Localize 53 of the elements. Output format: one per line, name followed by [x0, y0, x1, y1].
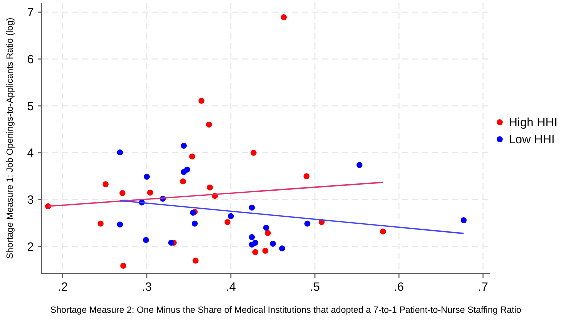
point	[192, 220, 198, 227]
y-tick-label: 6	[27, 52, 34, 66]
x-tick-label: .3	[142, 280, 152, 294]
point	[189, 154, 196, 160]
point	[304, 220, 311, 227]
y-tick-label: 7	[27, 6, 34, 20]
point	[206, 122, 212, 128]
point	[180, 178, 186, 185]
point	[270, 240, 276, 247]
y-axis-title: Shortage Measure 1: Job Openings-to-Applicants Ratio (log)	[5, 18, 15, 260]
point	[192, 258, 199, 264]
point	[120, 263, 127, 270]
point	[207, 184, 214, 191]
point	[252, 249, 258, 256]
point	[224, 219, 231, 226]
point	[228, 213, 234, 220]
point	[249, 204, 256, 211]
point	[249, 234, 256, 240]
x-tick-label: .2	[58, 280, 68, 294]
y-tick-label: 3	[27, 193, 34, 208]
x-tick-label: .4	[226, 280, 236, 294]
point	[117, 222, 124, 228]
x-tick-label: .6	[394, 280, 405, 294]
point	[281, 14, 288, 21]
point	[144, 174, 150, 180]
point	[98, 220, 104, 227]
point	[102, 181, 109, 188]
point	[262, 248, 269, 254]
y-tick-label: 2	[27, 240, 34, 254]
y-tick-label: 4	[27, 146, 34, 160]
point	[198, 98, 205, 104]
point	[304, 173, 310, 180]
point	[249, 242, 256, 248]
point	[120, 190, 126, 196]
point	[265, 230, 272, 236]
x-tick-label: .5	[310, 280, 320, 294]
point	[168, 240, 174, 246]
x-axis-title: Shortage Measure 2: One Minus the Share of Medical Institutions that adopted a 7-to-1 Patient-to-Nurse Staffing Ratio	[50, 305, 522, 315]
point	[380, 228, 386, 235]
point	[147, 190, 154, 196]
legend-label: High HHI	[509, 116, 558, 130]
point	[250, 150, 257, 156]
point	[356, 162, 363, 168]
point	[181, 143, 188, 149]
legend-label: Low HHI	[509, 132, 556, 147]
y-tick-label: 5	[27, 99, 34, 114]
point	[279, 246, 286, 252]
point	[184, 166, 190, 173]
point	[263, 225, 270, 232]
x-tick-label: .7	[478, 280, 489, 294]
point	[143, 237, 150, 244]
point	[117, 150, 124, 156]
point	[460, 218, 467, 224]
